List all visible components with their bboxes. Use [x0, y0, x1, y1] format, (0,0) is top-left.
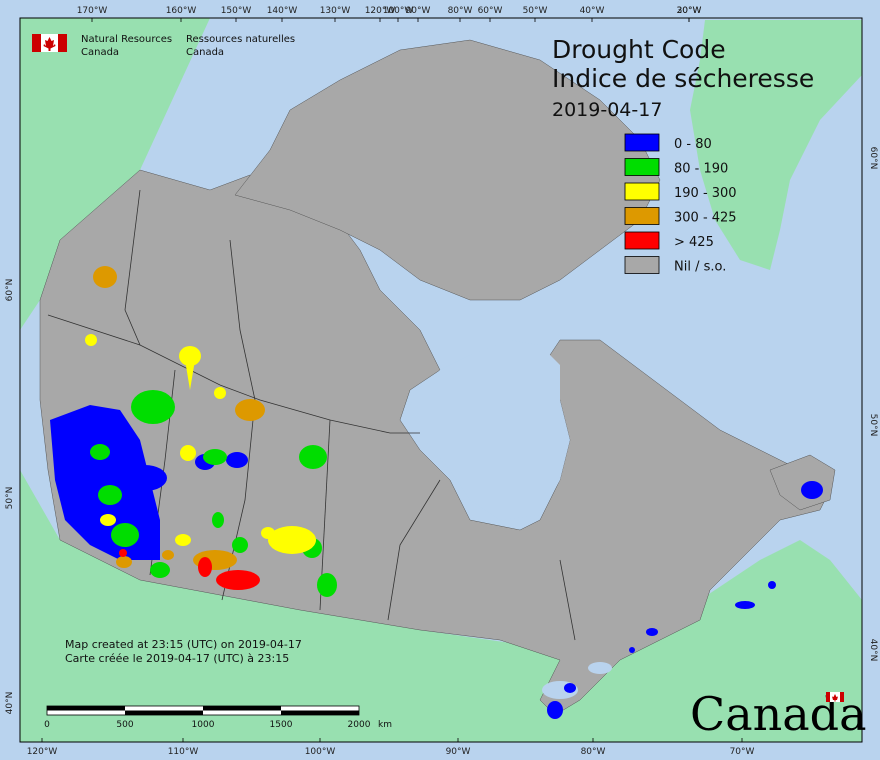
note-created-fr: Carte créée le 2019-04-17 (UTC) à 23:15	[65, 652, 289, 665]
agency-en-line2: Canada	[81, 47, 119, 58]
legend: 0 - 80 80 - 190 190 - 300 300 - 425 > 425 Nil…	[624, 133, 737, 275]
agency-signature: Natural Resources Canada Ressources natu…	[32, 34, 295, 58]
scale-label: 1000	[192, 720, 215, 730]
top-tick-label: 50°W	[523, 6, 548, 16]
legend-label: > 425	[674, 235, 714, 250]
top-tick-label: 80°W	[448, 6, 473, 16]
scale-unit: km	[378, 720, 392, 730]
legend-item: 190 - 300	[624, 182, 737, 201]
top-tick-label: 170°W	[77, 6, 108, 16]
alaska-land	[20, 18, 210, 330]
scale-label: 0	[44, 720, 50, 730]
bottom-tick-label: 100°W	[305, 747, 336, 757]
legend-label: 80 - 190	[674, 162, 728, 177]
top-tick-label: 90°W	[406, 6, 431, 16]
bottom-tick-label: 110°W	[168, 747, 199, 757]
right-tick-label: 40°N	[868, 639, 878, 662]
canada-flag-icon	[32, 34, 67, 52]
map-date: 2019-04-17	[552, 99, 662, 121]
zone-80-190	[90, 390, 337, 597]
top-tick-label: 160°W	[166, 6, 197, 16]
right-tick-label: 60°N	[868, 147, 878, 170]
legend-item: 0 - 80	[624, 133, 712, 152]
top-tick-label: 100°W	[383, 6, 414, 16]
legend-label: Nil / s.o.	[674, 260, 726, 275]
wordmark-flag-icon	[826, 692, 844, 702]
zone-190-300	[85, 334, 316, 554]
scale-label: 2000	[348, 720, 371, 730]
note-created-en: Map created at 23:15 (UTC) on 2019-04-17	[65, 638, 302, 651]
scale-bar: 0 500 1000 1500 2000 km	[44, 705, 392, 730]
map-title-en: Drought Code	[552, 35, 726, 64]
legend-swatch	[624, 207, 660, 225]
foreign-land	[20, 18, 862, 742]
legend-label: 300 - 425	[674, 211, 737, 226]
agency-fr-line1: Ressources naturelles	[186, 34, 295, 45]
map-frame	[19, 17, 863, 743]
top-tick-label: 20°W	[677, 6, 702, 16]
left-tick-label: 50°N	[5, 487, 15, 510]
legend-item: 300 - 425	[624, 207, 737, 226]
legend-swatch	[624, 182, 660, 201]
canada-wordmark: Canada	[690, 687, 867, 741]
top-tick-label: 140°W	[267, 6, 298, 16]
agency-fr-line2: Canada	[186, 47, 224, 58]
top-tick-label: 40°W	[580, 6, 605, 16]
top-tick-label: 60°W	[478, 6, 503, 16]
top-tick-label: 130°W	[320, 6, 351, 16]
right-tick-label: 50°N	[868, 414, 878, 437]
drought-zones	[50, 266, 823, 719]
bottom-tick-label: 120°W	[27, 747, 58, 757]
greenland-land	[690, 20, 862, 270]
legend-label: 0 - 80	[674, 137, 712, 152]
legend-label: 190 - 300	[674, 186, 737, 201]
bottom-tick-label: 70°W	[730, 747, 755, 757]
scale-label: 1500	[270, 720, 293, 730]
left-tick-label: 60°N	[5, 279, 15, 302]
bottom-tick-label: 80°W	[581, 747, 606, 757]
legend-swatch	[624, 256, 660, 274]
legend-item: Nil / s.o.	[624, 256, 726, 275]
zone-0-80	[50, 405, 823, 719]
legend-swatch	[624, 158, 660, 176]
map-title-fr: Indice de sécheresse	[552, 64, 814, 93]
top-tick-label: 150°W	[221, 6, 252, 16]
usa-land	[20, 470, 862, 742]
hudson-bay	[405, 340, 570, 520]
legend-swatch	[624, 231, 660, 250]
agency-en-line1: Natural Resources	[81, 34, 172, 45]
scale-label: 500	[116, 720, 133, 730]
legend-swatch	[624, 133, 660, 152]
zone-over-425	[119, 549, 260, 590]
legend-item: 80 - 190	[624, 158, 728, 177]
top-tick-label: 30°W	[677, 6, 702, 16]
top-tick-label: 120°W	[365, 6, 396, 16]
bottom-tick-label: 90°W	[446, 747, 471, 757]
legend-item: > 425	[624, 231, 714, 250]
left-tick-label: 40°N	[5, 692, 15, 715]
